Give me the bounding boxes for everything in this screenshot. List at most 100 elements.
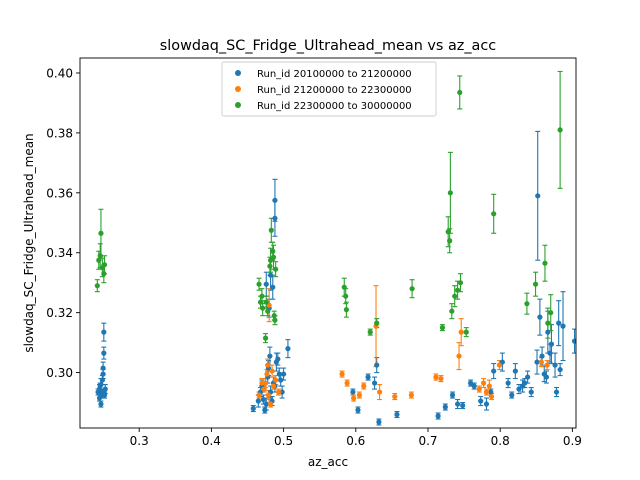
y-axis-label: slowdaq_SC_Fridge_Ultrahead_mean [22,133,36,352]
chart-title: slowdaq_SC_Fridge_Ultrahead_mean vs az_a… [160,38,496,54]
data-point-series-3 [457,280,464,286]
data-point-series-2 [361,383,367,389]
data-point-series-3 [259,293,265,299]
data-point-series-3 [343,307,350,313]
data-point-series-1 [525,374,531,380]
data-point-series-3 [257,299,264,305]
data-point-series-3 [97,253,103,259]
data-point-series-2 [265,362,271,368]
data-point-series-2 [261,386,267,392]
data-point-series-1 [560,323,566,329]
data-point-series-3 [532,281,539,287]
data-point-series-1 [272,215,278,221]
data-point-series-1 [100,365,106,371]
data-point-series-3 [463,329,469,335]
data-point-series-1 [276,371,282,377]
data-point-series-3 [260,305,266,311]
data-point-series-1 [394,411,400,418]
data-point-series-2 [344,380,350,386]
data-point-series-3 [262,335,269,341]
data-point-series-3 [268,227,274,233]
data-point-series-1 [571,338,576,344]
data-point-series-2 [269,368,275,374]
y-tick-label: 0.40 [46,66,73,80]
data-point-series-1 [100,371,106,377]
data-point-series-3 [98,230,104,236]
x-axis-label: az_acc [308,455,348,469]
y-axis: 0.30 0.32 0.34 0.36 0.38 0.40 [46,66,80,380]
data-point-series-1 [101,329,107,335]
data-point-series-1 [267,353,273,359]
data-point-series-2 [268,401,274,407]
x-tick-label: 0.5 [274,434,293,448]
y-tick-label: 0.32 [46,306,73,320]
x-tick-label: 0.8 [491,434,510,448]
y-tick-label: 0.36 [46,186,73,200]
data-point-series-1 [101,350,107,356]
data-point-series-3 [341,284,347,290]
data-point-series-1 [522,380,528,386]
legend-entry: Run_id 20100000 to 21200000 [235,69,412,80]
data-point-series-3 [409,286,415,292]
data-point-series-2 [488,393,495,400]
legend-label-series-3: Run_id 22300000 to 30000000 [257,101,412,112]
data-point-series-3 [439,325,446,331]
data-point-series-1 [376,419,382,425]
data-point-series-1 [371,380,378,386]
data-point-series-1 [280,371,287,377]
data-point-series-1 [263,281,269,287]
data-point-series-1 [101,392,108,398]
data-point-series-3 [447,190,453,196]
data-point-series-3 [449,308,455,314]
data-point-series-1 [556,320,562,326]
data-point-series-3 [267,263,273,269]
data-point-series-1 [512,368,518,374]
data-point-series-3 [270,254,277,260]
data-point-series-1 [260,396,266,403]
x-tick-label: 0.3 [130,434,149,448]
data-point-series-1 [99,377,105,383]
data-point-series-3 [263,299,269,305]
data-point-series-3 [557,127,563,133]
data-point-series-3 [256,281,262,287]
legend-entry: Run_id 22300000 to 30000000 [235,101,412,112]
data-point-series-1 [250,405,256,412]
x-tick-label: 0.4 [202,434,221,448]
data-point-series-3 [524,301,530,307]
y-tick-label: 0.30 [46,366,73,380]
data-point-series-3 [367,329,373,335]
data-point-series-1 [509,392,515,398]
data-point-series-1 [534,359,540,365]
data-point-series-3 [270,248,276,254]
data-point-series-1 [460,402,466,409]
data-point-series-1 [263,401,269,407]
data-point-series-1 [365,374,371,380]
data-point-series-2 [392,393,398,400]
data-point-series-2 [538,359,544,365]
data-point-series-1 [543,374,549,380]
data-point-series-1 [548,341,555,347]
data-point-series-1 [478,398,484,404]
data-point-series-1 [98,381,104,388]
data-point-series-1 [471,383,477,389]
data-point-series-3 [273,266,279,272]
data-point-series-2 [339,371,345,377]
y-tick-label: 0.34 [46,246,73,260]
data-point-series-2 [377,389,383,395]
data-point-series-1 [545,329,551,335]
legend-label-series-1: Run_id 20100000 to 21200000 [257,69,412,80]
data-point-series-1 [539,353,545,359]
data-point-series-1 [435,413,441,419]
data-point-series-2 [438,375,444,382]
y-tick-label: 0.38 [46,126,73,140]
legend-marker-series-1 [235,70,241,76]
data-point-series-1 [98,401,104,407]
data-point-series-1 [535,193,541,199]
data-point-series-3 [454,287,461,293]
data-point-series-3 [101,262,108,268]
data-point-series-2 [408,392,414,398]
plot-frame [79,57,577,429]
data-point-series-2 [265,392,272,398]
data-point-series-2 [486,383,492,389]
data-point-series-3 [491,211,497,217]
